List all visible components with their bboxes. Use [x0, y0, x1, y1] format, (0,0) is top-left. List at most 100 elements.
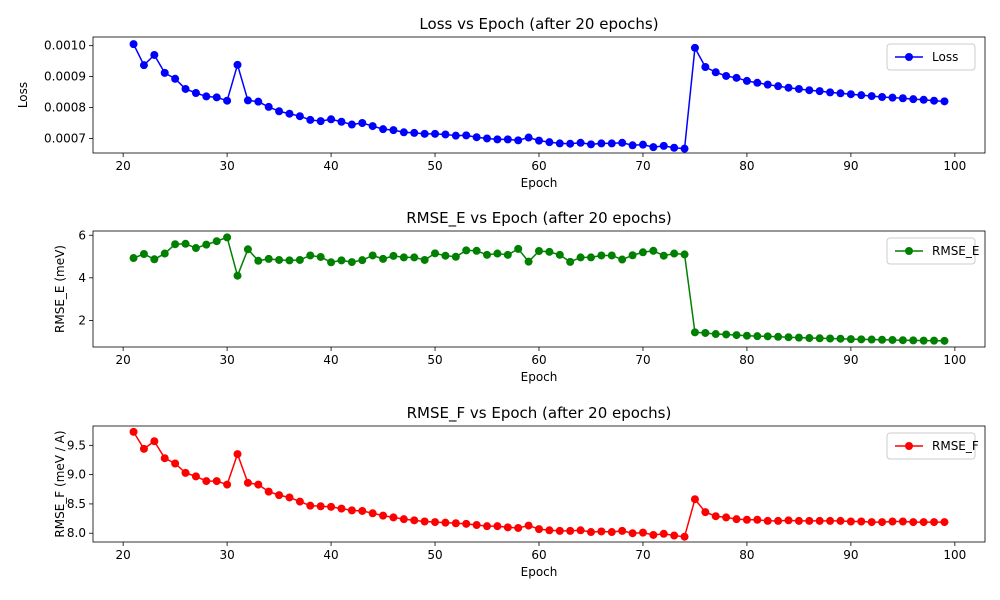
data-point: [202, 240, 211, 249]
data-point: [898, 517, 907, 526]
data-point: [347, 258, 356, 267]
data-point: [379, 125, 388, 134]
data-point: [680, 250, 689, 259]
data-point: [212, 93, 221, 102]
data-point: [670, 531, 679, 540]
data-point: [399, 515, 408, 524]
legend-marker: [905, 442, 913, 450]
x-tick-label: 80: [739, 548, 754, 562]
x-tick-label: 20: [116, 159, 131, 173]
data-point: [181, 84, 190, 93]
data-point: [784, 516, 793, 525]
x-tick-label: 30: [219, 548, 234, 562]
data-point: [805, 516, 814, 525]
data-point: [722, 71, 731, 80]
x-tick-label: 40: [323, 353, 338, 367]
data-point: [295, 497, 304, 506]
data-point: [898, 336, 907, 345]
data-point: [243, 478, 252, 487]
data-point: [597, 251, 606, 260]
data-point: [254, 256, 263, 265]
data-point: [462, 246, 471, 255]
data-point: [940, 97, 949, 106]
data-point: [327, 258, 336, 267]
data-point: [285, 493, 294, 502]
data-point: [628, 529, 637, 538]
data-point: [358, 118, 367, 127]
data-point: [930, 336, 939, 345]
legend-marker: [905, 247, 913, 255]
data-point: [191, 88, 200, 97]
data-point: [919, 336, 928, 345]
data-point: [150, 437, 159, 446]
x-tick-label: 100: [943, 353, 966, 367]
data-point: [628, 251, 637, 260]
data-point: [732, 73, 741, 82]
data-point: [441, 130, 450, 139]
data-point: [233, 60, 242, 69]
data-point: [607, 251, 616, 260]
data-point: [264, 487, 273, 496]
data-point: [815, 334, 824, 343]
x-tick-label: 70: [635, 548, 650, 562]
data-point: [690, 43, 699, 52]
data-point: [555, 250, 564, 259]
data-point: [535, 136, 543, 145]
x-tick-label: 90: [843, 353, 858, 367]
data-point: [586, 140, 595, 149]
data-point: [576, 138, 585, 147]
data-point: [462, 131, 471, 140]
x-tick-label: 80: [739, 353, 754, 367]
data-point: [243, 245, 252, 254]
data-point: [254, 97, 263, 106]
y-tick-label: 2: [78, 313, 86, 327]
data-point: [711, 68, 720, 77]
data-point: [327, 502, 336, 511]
data-point: [836, 89, 845, 98]
data-point: [607, 528, 616, 537]
x-tick-label: 60: [531, 353, 546, 367]
data-point: [171, 240, 180, 249]
data-point: [867, 335, 876, 344]
data-point: [670, 249, 679, 258]
axes-frame: [92, 230, 986, 348]
data-point: [763, 332, 772, 341]
y-tick-label: 0.0009: [44, 70, 86, 84]
data-point: [857, 335, 866, 344]
data-point: [649, 143, 658, 152]
data-point: [306, 251, 315, 260]
data-point: [909, 336, 918, 345]
data-point: [420, 517, 429, 526]
data-point: [857, 517, 866, 526]
data-point: [389, 513, 398, 522]
axes-frame: [92, 425, 986, 543]
data-point: [555, 139, 564, 148]
data-point: [919, 518, 928, 527]
data-point: [451, 252, 460, 261]
data-point: [420, 255, 429, 264]
data-point: [597, 139, 606, 148]
data-point: [410, 128, 419, 137]
data-point: [316, 252, 325, 261]
y-tick-label: 0.0010: [44, 39, 86, 53]
data-point: [670, 143, 679, 152]
data-point: [139, 444, 148, 453]
data-point: [535, 525, 543, 534]
x-tick-label: 40: [323, 548, 338, 562]
data-point: [545, 247, 554, 256]
data-point: [888, 93, 897, 102]
chart-panel-1: Loss vs Epoch (after 20 epochs) 20 30 40 50 6…: [16, 15, 986, 190]
data-point: [243, 96, 252, 105]
legend: RMSE_E: [886, 237, 979, 265]
data-point: [618, 255, 627, 264]
data-point: [607, 139, 616, 148]
data-point: [930, 518, 939, 527]
data-point: [264, 102, 273, 111]
y-tick-label: 9.5: [67, 438, 86, 452]
data-point: [732, 515, 741, 524]
data-point: [815, 516, 824, 525]
data-point: [566, 526, 575, 535]
data-point: [358, 506, 367, 515]
data-point: [586, 253, 595, 262]
data-point: [857, 91, 866, 100]
